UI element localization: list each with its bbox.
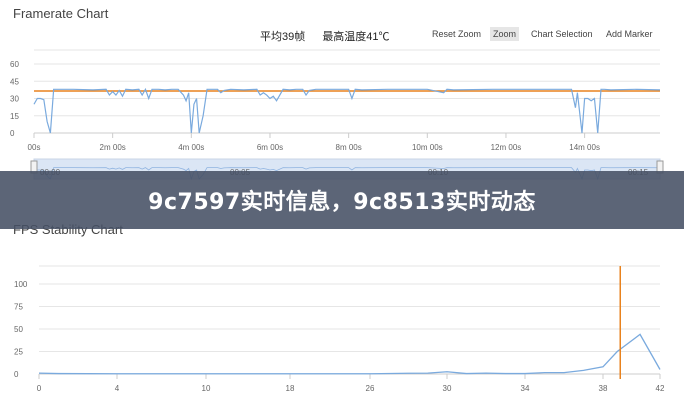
y-tick-label: 45	[10, 77, 19, 86]
banner-text: 9c7597实时信息，9c8513实时动态	[148, 190, 536, 215]
x-tick-label: 8m 00s	[336, 143, 362, 152]
y-tick-label: 0	[10, 129, 15, 138]
x-tick-label: 12m 00s	[491, 143, 522, 152]
stability-series-line	[38, 333, 661, 375]
framerate-series-line	[33, 87, 661, 134]
y-tick-label: 75	[14, 303, 23, 312]
y-tick-label: 50	[14, 325, 23, 334]
x-tick-label: 30	[443, 384, 452, 393]
x-tick-label: 18	[286, 384, 295, 393]
x-tick-label: 34	[521, 384, 530, 393]
framerate-chart: 0 15 30 45 60 00s 2m 00s 4m 00s 6m 00s 8m 00s 10m …	[10, 49, 661, 152]
x-tick-label: 26	[366, 384, 375, 393]
framerate-chart-title: Framerate Chart	[13, 6, 109, 21]
title-banner: 9c7597实时信息，9c8513实时动态	[0, 171, 684, 229]
navigator-series-line	[33, 167, 661, 181]
x-tick-label: 38	[599, 384, 608, 393]
x-tick-label: 6m 00s	[257, 143, 283, 152]
zoom-button[interactable]: Zoom	[490, 27, 520, 41]
x-tick-label: 4	[115, 384, 120, 393]
y-tick-label: 100	[14, 280, 28, 289]
y-tick-label: 15	[10, 112, 19, 121]
x-tick-label: 2m 00s	[100, 143, 126, 152]
x-tick-label: 4m 00s	[178, 143, 204, 152]
average-fps: 平均39帧	[260, 31, 306, 43]
max-temperature: 最高温度41℃	[322, 31, 390, 43]
x-tick-label: 14m 00s	[569, 143, 600, 152]
y-tick-label: 30	[10, 95, 19, 104]
y-tick-label: 25	[14, 348, 23, 357]
add-marker-button[interactable]: Add Marker	[606, 29, 653, 39]
x-tick-label: 00s	[28, 143, 41, 152]
y-tick-label: 60	[10, 60, 19, 69]
x-tick-label: 42	[656, 384, 665, 393]
reset-zoom-button[interactable]: Reset Zoom	[432, 29, 482, 39]
framerate-stats: 平均39帧 最高温度41℃	[260, 28, 404, 44]
x-tick-label: 0	[37, 384, 42, 393]
chart-selection-button[interactable]: Chart Selection	[531, 29, 593, 39]
x-tick-label: 10	[202, 384, 211, 393]
y-tick-label: 0	[14, 370, 19, 379]
x-tick-label: 10m 00s	[412, 143, 443, 152]
stability-chart: 0 25 50 75 100 0 4 10 18 26 30 34 38 42	[14, 265, 665, 393]
